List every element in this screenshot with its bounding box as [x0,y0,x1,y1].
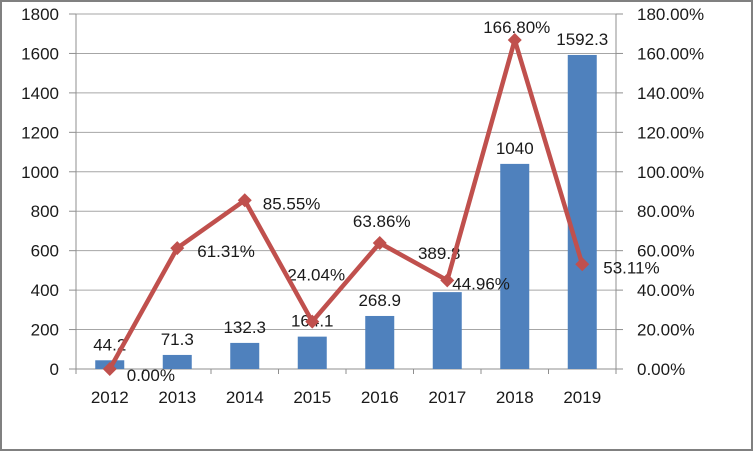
left-axis-label: 1400 [21,84,59,103]
bar [365,315,395,369]
right-axis-label: 100.00% [637,163,704,182]
right-axis-label: 20.00% [637,321,695,340]
right-axis-label: 140.00% [637,84,704,103]
growth-line [107,37,585,371]
right-axis-label: 0.00% [637,360,685,379]
line-marker [507,33,522,48]
bar-value-label: 44.2 [93,335,126,354]
left-axis-label: 800 [31,202,59,221]
left-axis-label: 1800 [21,5,59,24]
line-marker [102,362,117,376]
line-marker [305,314,320,329]
left-axis-label: 1600 [21,44,59,63]
line-marker [575,257,590,272]
bar-value-label: 268.9 [358,291,401,310]
line-marker [440,273,455,288]
line-value-label: 63.86% [353,212,411,231]
bar [567,54,597,370]
line-value-label: 61.31% [197,242,255,261]
bar-value-label: 1592.3 [556,30,608,49]
bar [162,354,192,369]
left-axis-label: 1200 [21,123,59,142]
right-axis-label: 180.00% [637,5,704,24]
left-axis-label: 400 [31,281,59,300]
x-axis-label: 2014 [226,388,264,407]
line-marker [237,193,252,208]
x-axis-label: 2019 [563,388,601,407]
bar [230,342,260,369]
right-axis-label: 40.00% [637,281,695,300]
x-axis-label: 2017 [428,388,466,407]
x-axis-label: 2018 [496,388,534,407]
left-axis-label: 600 [31,242,59,261]
bar-value-label: 389.8 [418,244,461,263]
bar-value-label: 1040 [496,139,534,158]
line-value-label: 24.04% [287,266,345,285]
bar [432,292,462,369]
left-axis-label: 0 [50,360,59,379]
bar [297,336,327,369]
x-axis-label: 2016 [361,388,399,407]
right-axis-label: 60.00% [637,242,695,261]
x-axis-label: 2015 [293,388,331,407]
bar-value-label: 132.3 [223,318,266,337]
line-value-label: 53.11% [603,258,659,277]
line-value-label: 0.00% [127,366,175,385]
bar-value-label: 71.3 [161,330,194,349]
bar [500,163,530,369]
line-marker [170,241,185,256]
line-value-label: 166.80% [483,18,550,37]
line-value-label: 44.96% [452,274,510,293]
line-value-label: 85.55% [263,194,321,213]
right-axis-label: 120.00% [637,123,704,142]
x-axis-label: 2013 [158,388,196,407]
left-axis-label: 200 [31,321,59,340]
left-axis-label: 1000 [21,163,59,182]
x-axis-label: 2012 [91,388,129,407]
right-axis-label: 80.00% [637,202,695,221]
right-axis-label: 160.00% [637,44,704,63]
line-marker [372,236,387,251]
